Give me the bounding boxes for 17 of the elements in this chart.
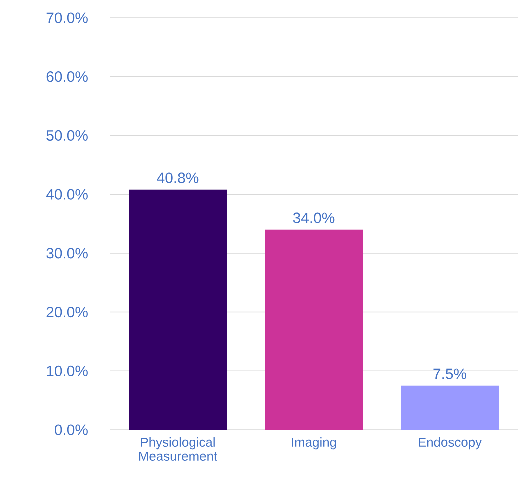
- bar: [401, 386, 500, 430]
- y-tick-label: 70.0%: [46, 12, 88, 24]
- x-tick-label: Endoscopy: [419, 438, 482, 450]
- data-label: 40.8%: [157, 172, 199, 184]
- y-tick-label: 60.0%: [46, 72, 88, 82]
- x-tick-label: Physiological Measurement: [139, 438, 218, 461]
- y-tick-label: 0.0%: [54, 424, 88, 436]
- y-tick-label: 30.0%: [46, 248, 88, 259]
- bar: [129, 190, 227, 430]
- y-tick-label: 20.0%: [46, 306, 88, 318]
- data-label: 34.0%: [293, 212, 335, 224]
- data-label: 7.5%: [434, 368, 466, 380]
- bar: [265, 230, 364, 430]
- y-tick-label: 50.0%: [46, 130, 88, 141]
- y-tick-label: 40.0%: [46, 189, 88, 200]
- y-tick-label: 10.0%: [47, 366, 88, 376]
- x-tick-label: Imaging: [292, 438, 336, 450]
